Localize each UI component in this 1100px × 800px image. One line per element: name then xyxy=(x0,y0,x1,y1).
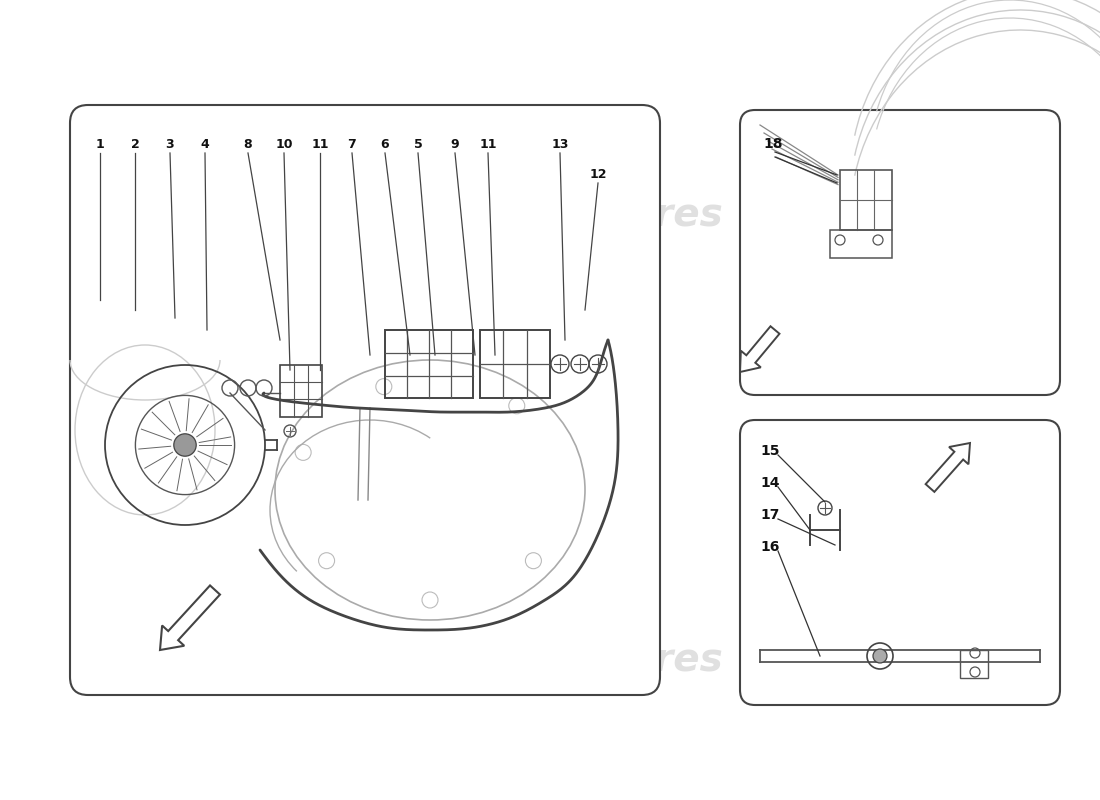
Text: 12: 12 xyxy=(590,169,607,182)
Text: 14: 14 xyxy=(760,476,780,490)
Text: 13: 13 xyxy=(551,138,569,151)
Text: 4: 4 xyxy=(200,138,209,151)
Text: 1: 1 xyxy=(96,138,104,151)
FancyBboxPatch shape xyxy=(740,110,1060,395)
Bar xyxy=(830,230,892,258)
Text: 8: 8 xyxy=(244,138,252,151)
Text: 2: 2 xyxy=(131,138,140,151)
FancyBboxPatch shape xyxy=(70,105,660,695)
Text: 7: 7 xyxy=(348,138,356,151)
Text: eurospares: eurospares xyxy=(67,641,312,679)
Text: 17: 17 xyxy=(760,508,780,522)
Bar xyxy=(280,365,322,417)
Text: 10: 10 xyxy=(275,138,293,151)
Circle shape xyxy=(174,434,196,456)
Text: eurospares: eurospares xyxy=(751,648,909,672)
Text: 16: 16 xyxy=(760,540,780,554)
Text: 11: 11 xyxy=(480,138,497,151)
Bar xyxy=(385,330,473,398)
Bar xyxy=(960,650,988,678)
Text: 6: 6 xyxy=(381,138,389,151)
Bar xyxy=(840,170,892,230)
Text: 9: 9 xyxy=(451,138,460,151)
Text: 11: 11 xyxy=(311,138,329,151)
Text: 3: 3 xyxy=(166,138,174,151)
Text: 5: 5 xyxy=(414,138,422,151)
Text: eurospares: eurospares xyxy=(67,196,312,234)
Circle shape xyxy=(873,649,887,663)
Bar xyxy=(480,330,550,398)
Text: 18: 18 xyxy=(763,137,782,151)
Text: eurospares: eurospares xyxy=(477,641,723,679)
Text: 15: 15 xyxy=(760,444,780,458)
Text: eurospares: eurospares xyxy=(477,196,723,234)
Text: eurospares: eurospares xyxy=(751,203,909,227)
FancyBboxPatch shape xyxy=(740,420,1060,705)
